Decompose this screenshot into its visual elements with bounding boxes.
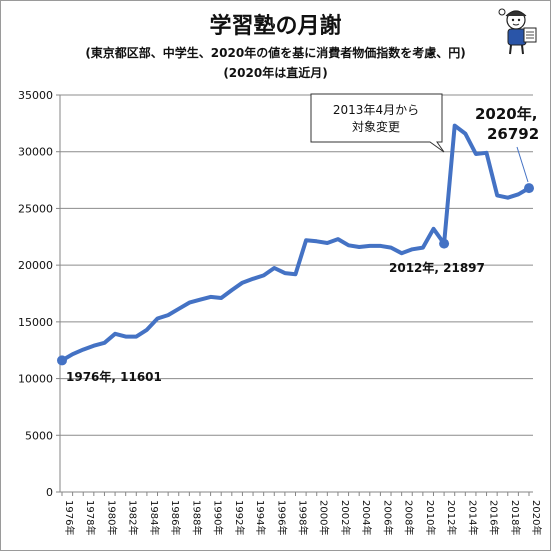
x-tick-label: 2002年 [339, 500, 352, 535]
x-tick-label: 1990年 [212, 500, 225, 535]
label-end-line-2: 26792 [487, 125, 539, 143]
callout-line-1: 2013年4月から [333, 103, 419, 117]
highlight-markers [57, 183, 534, 366]
x-tick-label: 2020年 [530, 500, 543, 535]
chart-subtitle-note: (2020年は直近月) [223, 66, 328, 80]
series-line [60, 123, 531, 363]
highlight-point [439, 238, 450, 249]
x-tick-label: 1982年 [127, 500, 140, 535]
x-tick-label: 1976年 [63, 500, 76, 535]
x-tick-label: 1984年 [148, 500, 161, 535]
x-tick-label: 1986年 [169, 500, 182, 535]
highlight-point [57, 355, 67, 366]
x-tick-label: 1994年 [254, 500, 267, 535]
chart-title: 学習塾の月謝 [209, 14, 342, 39]
y-tick-label: 25000 [18, 202, 53, 215]
x-tick-label: 2010年 [424, 500, 437, 535]
x-tick-labels: 1976年 1978年 1980年 1982年 1984年 1986年 1988年 1990年… [61, 492, 543, 535]
label-end-line-1: 2020年, [475, 105, 537, 123]
end-label-leader [516, 146, 529, 183]
y-tick-label: 30000 [18, 146, 53, 159]
y-tick-labels: 0 5000 10000 15000 20000 25000 30000 35000 [18, 89, 53, 499]
gridlines [56, 94, 533, 493]
x-tick-label: 2000年 [318, 500, 331, 535]
y-tick-label: 15000 [18, 316, 53, 329]
x-tick-label: 1998年 [297, 500, 310, 535]
y-tick-label: 20000 [18, 259, 53, 272]
y-tick-label: 10000 [18, 373, 53, 386]
label-2012: 2012年, 21897 [389, 260, 485, 275]
x-tick-label: 2014年 [466, 500, 479, 535]
mascot-illustration [498, 8, 537, 55]
x-tick-label: 2018年 [509, 500, 522, 535]
x-tick-label: 2004年 [360, 500, 373, 535]
x-tick-label: 1988年 [190, 500, 203, 535]
axes [59, 95, 533, 493]
x-tick-label: 2008年 [403, 500, 416, 535]
x-tick-label: 2016年 [488, 500, 501, 535]
label-start: 1976年, 11601 [66, 369, 162, 384]
chart-subtitle: (東京都区部、中学生、2020年の値を基に消費者物価指数を考慮、円) [85, 46, 466, 60]
callout-line-2: 対象変更 [352, 119, 400, 134]
x-tick-label: 2006年 [381, 500, 394, 535]
x-tick-label: 2012年 [445, 500, 458, 535]
x-tick-label: 1978年 [84, 500, 97, 535]
y-tick-label: 0 [46, 486, 53, 499]
callout-box [310, 93, 445, 153]
x-tick-label: 1996年 [275, 500, 288, 535]
highlight-point [524, 183, 534, 194]
x-tick-label: 1992年 [233, 500, 246, 535]
y-tick-label: 35000 [18, 89, 53, 102]
y-tick-label: 5000 [25, 429, 53, 442]
x-tick-label: 1980年 [105, 500, 118, 535]
